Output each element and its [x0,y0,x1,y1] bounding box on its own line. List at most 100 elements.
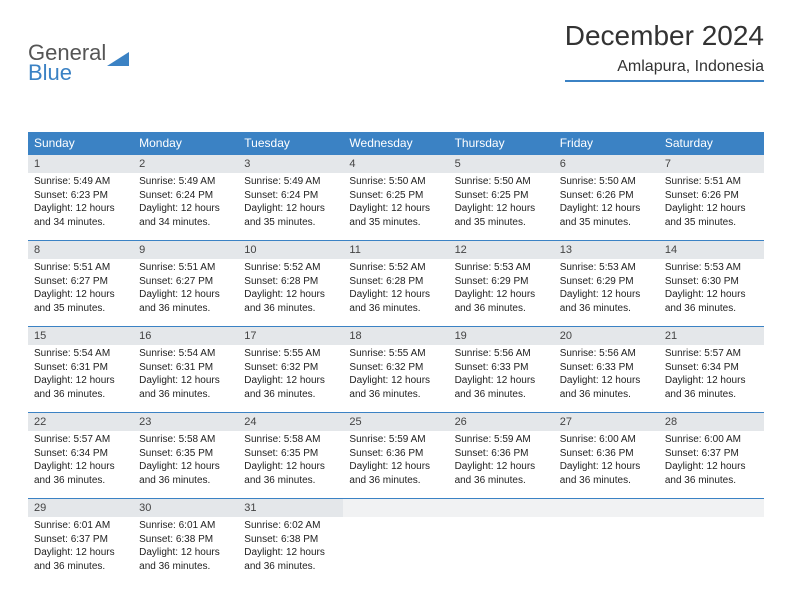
day-number: 1 [28,154,133,173]
day-details: Sunrise: 5:50 AMSunset: 6:25 PMDaylight:… [343,173,448,231]
calendar-cell-empty [343,498,448,584]
sunset-line: Sunset: 6:35 PM [244,447,337,461]
calendar-cell: 3Sunrise: 5:49 AMSunset: 6:24 PMDaylight… [238,154,343,240]
sunset-line: Sunset: 6:29 PM [455,275,548,289]
calendar-cell: 2Sunrise: 5:49 AMSunset: 6:24 PMDaylight… [133,154,238,240]
sunset-line: Sunset: 6:38 PM [244,533,337,547]
sunrise-line: Sunrise: 5:51 AM [665,175,758,189]
day-details: Sunrise: 5:51 AMSunset: 6:27 PMDaylight:… [28,259,133,317]
calendar-cell: 16Sunrise: 5:54 AMSunset: 6:31 PMDayligh… [133,326,238,412]
day-number: 20 [554,326,659,345]
calendar-cell: 12Sunrise: 5:53 AMSunset: 6:29 PMDayligh… [449,240,554,326]
sunset-line: Sunset: 6:24 PM [244,189,337,203]
day-number: 6 [554,154,659,173]
day-number: 8 [28,240,133,259]
month-title: December 2024 [565,20,764,52]
weekday-header: Thursday [449,132,554,154]
sunrise-line: Sunrise: 5:52 AM [349,261,442,275]
day-number: 17 [238,326,343,345]
sunset-line: Sunset: 6:35 PM [139,447,232,461]
calendar-cell: 28Sunrise: 6:00 AMSunset: 6:37 PMDayligh… [659,412,764,498]
daylight-line: Daylight: 12 hours and 36 minutes. [455,374,548,401]
day-details: Sunrise: 5:49 AMSunset: 6:24 PMDaylight:… [133,173,238,231]
daylight-line: Daylight: 12 hours and 36 minutes. [139,374,232,401]
calendar-cell: 22Sunrise: 5:57 AMSunset: 6:34 PMDayligh… [28,412,133,498]
sunset-line: Sunset: 6:38 PM [139,533,232,547]
sunrise-line: Sunrise: 6:01 AM [34,519,127,533]
day-number: 24 [238,412,343,431]
sunrise-line: Sunrise: 6:02 AM [244,519,337,533]
day-details: Sunrise: 5:59 AMSunset: 6:36 PMDaylight:… [449,431,554,489]
calendar-cell-empty [659,498,764,584]
daylight-line: Daylight: 12 hours and 36 minutes. [349,288,442,315]
daylight-line: Daylight: 12 hours and 36 minutes. [139,460,232,487]
day-details: Sunrise: 5:58 AMSunset: 6:35 PMDaylight:… [238,431,343,489]
sunrise-line: Sunrise: 5:49 AM [34,175,127,189]
calendar-cell: 25Sunrise: 5:59 AMSunset: 6:36 PMDayligh… [343,412,448,498]
sunset-line: Sunset: 6:30 PM [665,275,758,289]
sunrise-line: Sunrise: 5:57 AM [34,433,127,447]
daylight-line: Daylight: 12 hours and 36 minutes. [244,460,337,487]
calendar-cell-empty [449,498,554,584]
weekday-header: Wednesday [343,132,448,154]
sunset-line: Sunset: 6:37 PM [665,447,758,461]
location-label: Amlapura, Indonesia [565,58,764,82]
day-details: Sunrise: 6:01 AMSunset: 6:37 PMDaylight:… [28,517,133,575]
day-number: 31 [238,498,343,517]
sunrise-line: Sunrise: 6:01 AM [139,519,232,533]
sunrise-line: Sunrise: 5:55 AM [349,347,442,361]
weekday-header: Friday [554,132,659,154]
sunset-line: Sunset: 6:25 PM [349,189,442,203]
day-details: Sunrise: 5:56 AMSunset: 6:33 PMDaylight:… [449,345,554,403]
brand-logo-stacked: General Blue [28,40,129,86]
sunrise-line: Sunrise: 5:49 AM [244,175,337,189]
sunset-line: Sunset: 6:32 PM [349,361,442,375]
daylight-line: Daylight: 12 hours and 35 minutes. [455,202,548,229]
sunset-line: Sunset: 6:36 PM [455,447,548,461]
calendar-cell-empty [554,498,659,584]
day-number-empty [449,498,554,517]
sunrise-line: Sunrise: 5:49 AM [139,175,232,189]
day-number: 26 [449,412,554,431]
day-details: Sunrise: 5:53 AMSunset: 6:29 PMDaylight:… [554,259,659,317]
page-header: General December 2024 Amlapura, Indonesi… [28,20,764,82]
daylight-line: Daylight: 12 hours and 36 minutes. [34,546,127,573]
daylight-line: Daylight: 12 hours and 35 minutes. [349,202,442,229]
sunrise-line: Sunrise: 6:00 AM [665,433,758,447]
sunset-line: Sunset: 6:32 PM [244,361,337,375]
day-number: 21 [659,326,764,345]
calendar-cell: 21Sunrise: 5:57 AMSunset: 6:34 PMDayligh… [659,326,764,412]
day-details: Sunrise: 5:55 AMSunset: 6:32 PMDaylight:… [238,345,343,403]
sunrise-line: Sunrise: 5:53 AM [560,261,653,275]
sunset-line: Sunset: 6:24 PM [139,189,232,203]
sunrise-line: Sunrise: 5:52 AM [244,261,337,275]
daylight-line: Daylight: 12 hours and 36 minutes. [139,288,232,315]
calendar-cell: 1Sunrise: 5:49 AMSunset: 6:23 PMDaylight… [28,154,133,240]
calendar-cell: 5Sunrise: 5:50 AMSunset: 6:25 PMDaylight… [449,154,554,240]
sunrise-line: Sunrise: 5:56 AM [455,347,548,361]
sunset-line: Sunset: 6:33 PM [560,361,653,375]
daylight-line: Daylight: 12 hours and 36 minutes. [560,460,653,487]
sunset-line: Sunset: 6:33 PM [455,361,548,375]
day-details: Sunrise: 5:52 AMSunset: 6:28 PMDaylight:… [343,259,448,317]
calendar-cell: 9Sunrise: 5:51 AMSunset: 6:27 PMDaylight… [133,240,238,326]
daylight-line: Daylight: 12 hours and 36 minutes. [560,288,653,315]
day-number: 27 [554,412,659,431]
daylight-line: Daylight: 12 hours and 35 minutes. [665,202,758,229]
calendar-cell: 19Sunrise: 5:56 AMSunset: 6:33 PMDayligh… [449,326,554,412]
sunrise-line: Sunrise: 5:51 AM [34,261,127,275]
calendar-cell: 15Sunrise: 5:54 AMSunset: 6:31 PMDayligh… [28,326,133,412]
sunset-line: Sunset: 6:34 PM [34,447,127,461]
sunset-line: Sunset: 6:36 PM [349,447,442,461]
day-details: Sunrise: 6:00 AMSunset: 6:37 PMDaylight:… [659,431,764,489]
day-number: 2 [133,154,238,173]
daylight-line: Daylight: 12 hours and 36 minutes. [139,546,232,573]
day-details: Sunrise: 6:02 AMSunset: 6:38 PMDaylight:… [238,517,343,575]
day-details: Sunrise: 5:55 AMSunset: 6:32 PMDaylight:… [343,345,448,403]
calendar-cell: 23Sunrise: 5:58 AMSunset: 6:35 PMDayligh… [133,412,238,498]
daylight-line: Daylight: 12 hours and 34 minutes. [139,202,232,229]
sunrise-line: Sunrise: 5:50 AM [455,175,548,189]
day-number-empty [554,498,659,517]
day-details: Sunrise: 5:49 AMSunset: 6:24 PMDaylight:… [238,173,343,231]
calendar-cell: 7Sunrise: 5:51 AMSunset: 6:26 PMDaylight… [659,154,764,240]
